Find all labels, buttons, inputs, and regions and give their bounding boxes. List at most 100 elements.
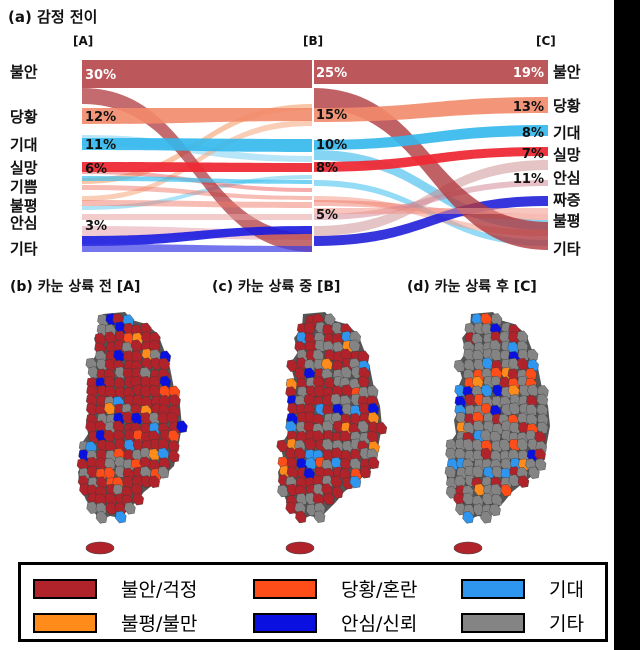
map-region bbox=[444, 465, 457, 479]
map-region bbox=[490, 483, 502, 497]
map-region bbox=[323, 492, 335, 506]
map-region bbox=[507, 341, 519, 354]
map-region bbox=[303, 394, 316, 407]
map-title-after: (d) 카눈 상륙 후 [C] bbox=[407, 279, 537, 295]
map-region bbox=[95, 502, 108, 515]
map-region bbox=[149, 385, 161, 398]
map-region bbox=[462, 438, 475, 452]
legend-label: 불평/불만 bbox=[121, 613, 198, 635]
map-region bbox=[286, 466, 299, 479]
map-region bbox=[157, 447, 170, 461]
map-region bbox=[296, 493, 308, 506]
map-region bbox=[313, 483, 325, 496]
left-label-기타: 기타 bbox=[10, 240, 38, 258]
map-region bbox=[285, 447, 297, 460]
map-region bbox=[304, 438, 316, 451]
left-label-당황: 당황 bbox=[10, 108, 38, 126]
map-region bbox=[313, 510, 326, 523]
map-region bbox=[349, 475, 362, 489]
map-region bbox=[148, 340, 161, 353]
map-region bbox=[491, 493, 503, 507]
map-region bbox=[321, 420, 334, 433]
pct-c-relief: 11% bbox=[513, 172, 544, 187]
flow-ab-anxiety bbox=[82, 60, 313, 88]
map-region bbox=[330, 393, 342, 406]
map-region bbox=[357, 420, 369, 433]
pct-a-confuse: 12% bbox=[85, 110, 116, 125]
map-region bbox=[500, 484, 512, 497]
flow-ab-complain-to-confuse bbox=[82, 120, 313, 201]
flow-ab-expect bbox=[82, 138, 313, 152]
map-region bbox=[367, 430, 379, 444]
map-region bbox=[94, 333, 106, 346]
map-region bbox=[303, 321, 316, 335]
stage-label-b: [B] bbox=[303, 34, 324, 48]
map-region bbox=[285, 501, 297, 515]
pct-a-relief: 3% bbox=[85, 219, 107, 234]
map-region bbox=[480, 384, 493, 397]
map-region bbox=[94, 493, 107, 506]
map-region bbox=[480, 447, 493, 461]
map-region bbox=[86, 394, 98, 407]
map-region bbox=[105, 502, 117, 515]
map-region bbox=[114, 438, 126, 451]
map-region bbox=[454, 395, 467, 409]
right-label-불안: 불안 bbox=[553, 63, 581, 81]
map-jeju-island bbox=[453, 541, 483, 555]
map-region bbox=[528, 466, 540, 479]
map-region bbox=[294, 367, 306, 380]
map-region bbox=[536, 393, 549, 407]
pct-b-confuse: 15% bbox=[316, 108, 347, 123]
map-region bbox=[305, 457, 317, 470]
map-region bbox=[157, 438, 170, 451]
map-region bbox=[445, 447, 457, 461]
flow-ab-joy-to-complain bbox=[82, 185, 313, 200]
map-region bbox=[103, 429, 115, 443]
map-title-before: (b) 카눈 상륙 전 [A] bbox=[10, 279, 141, 295]
map-region bbox=[313, 376, 325, 389]
legend-swatch bbox=[33, 578, 97, 599]
legend-label: 기대 bbox=[549, 579, 584, 601]
sankey-chart: 30% 12% 11% 6% 3% 25% 15% 10% 8% 5% 19% 13% 8% 7% 11% bbox=[82, 55, 548, 255]
map-region bbox=[96, 476, 108, 489]
map-region bbox=[159, 385, 171, 398]
map-region bbox=[358, 366, 370, 380]
map-region bbox=[349, 448, 362, 462]
flow-bc-disappoint bbox=[313, 147, 548, 172]
map-region bbox=[534, 458, 547, 471]
map-region bbox=[491, 465, 504, 479]
legend-label: 안심/신뢰 bbox=[341, 613, 418, 635]
map-region bbox=[321, 394, 334, 407]
map-region bbox=[472, 411, 484, 424]
map-region bbox=[462, 511, 474, 524]
map-region bbox=[287, 402, 299, 416]
map-region bbox=[536, 421, 549, 435]
map-region bbox=[114, 502, 127, 515]
flow-ab-misc bbox=[82, 214, 313, 220]
map-region bbox=[168, 440, 180, 453]
stage-label-a: [A] bbox=[73, 34, 94, 48]
legend-label: 불안/걱정 bbox=[121, 579, 198, 601]
map-region bbox=[96, 385, 109, 398]
pct-b-other: 5% bbox=[316, 208, 338, 223]
map-region bbox=[480, 312, 492, 326]
right-edge-bar bbox=[614, 0, 640, 650]
map-region bbox=[375, 422, 388, 435]
map-region bbox=[167, 429, 180, 443]
pct-b-disappoint: 8% bbox=[316, 161, 338, 176]
map-region bbox=[103, 375, 116, 389]
pct-a-disappoint: 6% bbox=[85, 162, 107, 177]
legend: 불안/걱정 당황/혼란 기대 불평/불만 안심/신뢰 기타 bbox=[18, 562, 608, 642]
right-label-기타: 기타 bbox=[553, 240, 581, 258]
map-region bbox=[508, 384, 520, 398]
map-region bbox=[324, 349, 336, 362]
map-region bbox=[86, 501, 98, 514]
right-label-실망: 실망 bbox=[553, 146, 581, 164]
map-region bbox=[462, 492, 474, 506]
map-region bbox=[157, 466, 170, 479]
map-region bbox=[508, 357, 520, 371]
map-region bbox=[526, 413, 538, 426]
right-label-불평: 불평 bbox=[553, 212, 581, 230]
flow-ab-other-to-blue bbox=[82, 226, 313, 246]
left-label-불안: 불안 bbox=[10, 63, 38, 81]
